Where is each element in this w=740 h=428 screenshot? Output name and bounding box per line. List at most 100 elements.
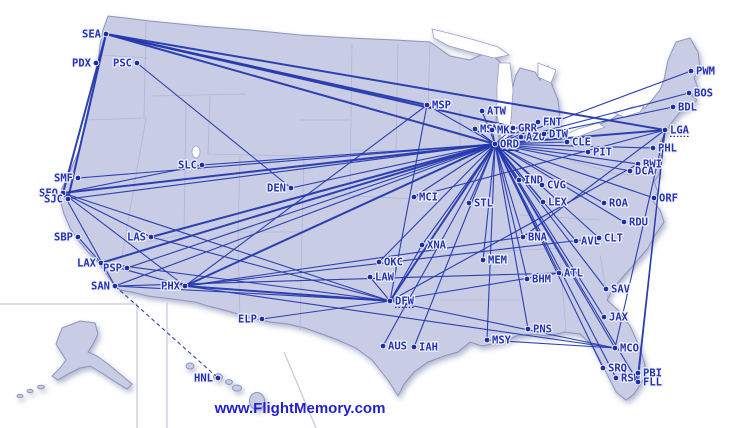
airport-label-OKC: OKC (384, 257, 403, 269)
airport-PBI: PBI (634, 366, 663, 381)
route-MSY-ORD (486, 143, 496, 341)
aleutian-island (16, 393, 24, 399)
airport-label-DFW: DFW (395, 296, 415, 308)
airport-dot-CLT (595, 234, 603, 242)
route-LAS-ORD (150, 143, 496, 238)
route-SEA-SFO (62, 33, 107, 194)
airport-dot-BWI (634, 160, 642, 168)
hawaii-inset-border (166, 303, 317, 428)
airport-BWI: BWI (634, 157, 663, 172)
airport-dot-SEA (102, 30, 110, 38)
inset-borders (0, 303, 317, 428)
route-MCI-ORD (413, 143, 496, 198)
lake-huron (537, 62, 557, 84)
airport-dot-OKC (375, 258, 383, 266)
route-SEA-SJC (67, 33, 107, 200)
airport-XNA: XNA (418, 238, 448, 253)
airport-label-FNT: FNT (543, 117, 562, 129)
airport-label-MSY: MSY (492, 335, 512, 347)
airport-FNT: FNT (534, 115, 563, 130)
airport-dot-IAH (410, 343, 418, 351)
airport-LEX: LEX (539, 195, 569, 210)
airport-ATL: ATL (555, 266, 584, 281)
route-SEA-DTW (105, 33, 545, 135)
airport-MSP: MSP (423, 98, 452, 113)
airport-RDU: RDU (620, 215, 649, 230)
airport-dot-LGA (661, 126, 669, 134)
airport-dot-PNS (524, 325, 532, 333)
airport-SRQ: SRQ (599, 361, 628, 376)
airport-dot-MSP (423, 101, 431, 109)
hawaii-island-hawaii (249, 392, 265, 410)
airport-label-PWM: PWM (696, 66, 715, 78)
route-SFO-LAS (62, 192, 152, 238)
airport-dot-ORD (491, 140, 499, 148)
route-CLT-ORD (494, 143, 600, 239)
airport-STL: STL (465, 196, 494, 211)
route-FNT-ORD (494, 121, 539, 145)
airport-dot-ATW (478, 107, 486, 115)
route-ATW-ORD (481, 110, 496, 145)
airport-dot-CLE (563, 138, 571, 146)
airport-CLT: CLT (595, 231, 624, 246)
airport-dot-PHL (649, 144, 657, 152)
airport-label-LAX: LAX (77, 258, 97, 270)
airport-label-LEX: LEX (548, 197, 568, 209)
airport-dot-STL (465, 199, 473, 207)
route-PNS-ORD (494, 143, 529, 330)
airport-dot-DFW (386, 297, 394, 305)
airport-dot-DEN (287, 184, 295, 192)
airport-label-IND: IND (524, 175, 543, 187)
airport-label-FLL: FLL (643, 377, 662, 389)
airport-label-LAW: LAW (375, 272, 395, 284)
airport-label-PBI: PBI (643, 368, 662, 380)
alaska-outline (51, 320, 133, 390)
airport-dot-IND (515, 176, 523, 184)
route-LAW-DFW (369, 276, 391, 302)
route-SEA-ORD (105, 33, 496, 145)
route-BHM-ORD (494, 143, 528, 280)
airport-MCO: MCO (611, 341, 640, 356)
airport-dot-FLL (634, 378, 642, 386)
us-mainland (59, 15, 701, 401)
airport-dot-BDL (669, 103, 677, 111)
route-SJC-ORD (67, 143, 496, 200)
airport-LAS: LAS (126, 230, 155, 245)
airport-ORF: ORF (650, 191, 679, 206)
website-link[interactable]: www.FlightMemory.com (214, 400, 386, 417)
airport-ELP: ELP (237, 312, 266, 327)
route-ROA-ORD (494, 143, 605, 204)
route-OKC-ORD (378, 143, 496, 263)
airport-label-SJC: SJC (44, 194, 63, 206)
route-SFO-PHX (62, 192, 186, 287)
airport-ATW: ATW (478, 104, 508, 119)
airport-label-ELP: ELP (238, 314, 257, 326)
airport-label-RDU: RDU (629, 217, 648, 229)
airport-BDL: BDL (669, 100, 698, 115)
route-PHX-BNA (184, 236, 524, 287)
airport-label-DCA: DCA (635, 166, 655, 178)
route-PHX-ORD (184, 143, 496, 287)
route-FLL-ORD (494, 143, 639, 383)
airport-dot-DCA (626, 167, 634, 175)
airport-dot-RDU (620, 218, 628, 226)
route-PHX-CLT (184, 237, 600, 287)
airport-dot-PSC (133, 59, 141, 67)
airport-dot-AVL (572, 237, 580, 245)
airport-SBP: SBP (53, 230, 82, 245)
route-SEA-LGA (105, 33, 666, 131)
airport-label-HNL: HNL (194, 373, 213, 385)
airport-dot-AZO (517, 133, 525, 141)
airport-label-ATW: ATW (487, 106, 507, 118)
route-SAV-ORD (494, 143, 607, 290)
route-RDU-ORD (494, 143, 625, 223)
route-SFO-SLC (62, 164, 203, 194)
airport-MSY: MSY (483, 333, 513, 348)
airport-LAW: LAW (366, 270, 396, 285)
airport-MEM: MEM (479, 253, 508, 268)
airport-IAH: IAH (410, 340, 439, 355)
airport-dot-PWM (687, 67, 695, 75)
route-PHX-MCO (184, 285, 616, 349)
hawaii-island-maui (232, 384, 242, 392)
route-GRR-ORD (494, 127, 514, 145)
